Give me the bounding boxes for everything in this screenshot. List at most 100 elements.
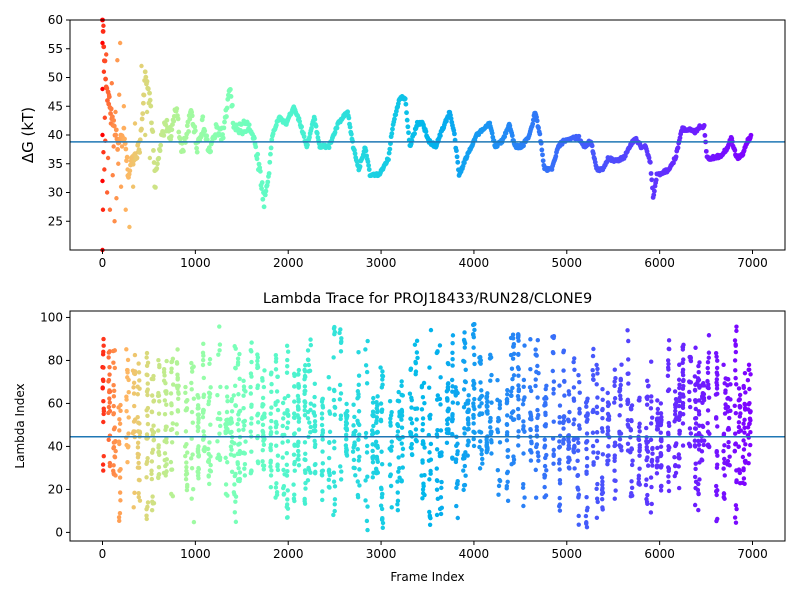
lambda-point xyxy=(319,468,325,474)
delta-g-point xyxy=(149,120,154,126)
lambda-point xyxy=(313,462,318,467)
delta-g-point xyxy=(540,152,545,158)
delta-g-point xyxy=(509,133,515,139)
lambda-point xyxy=(375,470,381,475)
lambda-point xyxy=(201,408,206,413)
delta-g-point xyxy=(141,92,147,98)
lambda-point xyxy=(557,495,562,501)
delta-g-point xyxy=(259,186,264,191)
lambda-point xyxy=(208,385,213,390)
lambda-point xyxy=(303,451,308,456)
lambda-point xyxy=(697,423,702,428)
lambda-point xyxy=(612,379,617,384)
lambda-point xyxy=(484,448,490,454)
lambda-point xyxy=(387,398,393,404)
delta-g-point xyxy=(121,104,127,109)
lambda-point xyxy=(116,439,122,444)
lambda-point xyxy=(201,375,207,381)
lambda-point xyxy=(375,394,380,399)
lambda-point xyxy=(505,498,511,504)
lambda-point xyxy=(183,429,189,434)
delta-g-point xyxy=(225,96,231,102)
lambda-point xyxy=(543,412,548,418)
lambda-point xyxy=(466,422,471,427)
lambda-point xyxy=(176,396,181,402)
lambda-point xyxy=(395,490,400,495)
lambda-point xyxy=(268,484,274,490)
lambda-point xyxy=(484,441,490,447)
lambda-point xyxy=(296,407,301,412)
lambda-point xyxy=(255,420,261,425)
lambda-point xyxy=(696,383,701,388)
lambda-point xyxy=(557,467,562,472)
lambda-point xyxy=(231,393,236,398)
lambda-point xyxy=(667,346,672,352)
delta-g-point xyxy=(206,145,212,151)
delta-g-point xyxy=(220,135,226,141)
delta-g-point xyxy=(144,78,150,84)
lambda-point xyxy=(233,519,239,525)
lambda-point xyxy=(687,354,692,360)
lambda-point xyxy=(111,360,116,365)
lambda-point xyxy=(233,403,238,408)
lambda-point xyxy=(232,441,237,446)
lambda-point xyxy=(625,401,630,407)
delta-g-point xyxy=(224,114,229,119)
lambda-point xyxy=(562,393,567,398)
lambda-point xyxy=(437,343,443,348)
delta-g-point xyxy=(266,171,272,176)
delta-g-point xyxy=(200,114,206,120)
delta-g-point xyxy=(139,63,144,69)
lambda-point xyxy=(355,479,360,484)
lambda-point xyxy=(124,408,129,414)
lambda-point xyxy=(107,463,113,469)
lambda-point xyxy=(511,417,517,422)
lambda-point xyxy=(733,349,739,355)
lambda-point xyxy=(150,494,155,499)
delta-g-point xyxy=(143,74,149,80)
lambda-point xyxy=(126,389,131,395)
lambda-point xyxy=(700,424,706,429)
lambda-point xyxy=(477,396,482,402)
lambda-point xyxy=(733,520,739,525)
lambda-point xyxy=(189,409,195,415)
lambda-point xyxy=(281,484,287,489)
lambda-point xyxy=(332,332,337,337)
lambda-point xyxy=(445,381,451,387)
lambda-point xyxy=(151,423,156,428)
lambda-point xyxy=(285,357,290,363)
lambda-point xyxy=(106,377,112,383)
delta-g-point xyxy=(305,142,310,148)
lambda-point xyxy=(533,495,539,500)
lambda-point xyxy=(515,393,521,399)
lambda-point xyxy=(504,470,510,476)
lambda-point xyxy=(217,342,223,347)
lambda-point xyxy=(380,520,386,526)
lambda-point xyxy=(280,400,286,406)
lambda-point xyxy=(484,394,489,399)
lambda-point xyxy=(439,485,444,491)
lambda-point xyxy=(229,409,235,414)
lambda-point xyxy=(421,441,426,446)
lambda-point xyxy=(450,356,455,362)
lambda-point xyxy=(677,398,682,404)
lambda-point xyxy=(680,403,686,408)
lambda-point xyxy=(736,386,742,391)
lambda-point xyxy=(450,417,455,422)
lambda-point xyxy=(485,391,490,396)
lambda-point xyxy=(319,422,325,428)
lambda-point xyxy=(654,471,660,476)
lambda-point xyxy=(511,373,517,378)
lambda-point xyxy=(575,485,580,490)
lambda-point xyxy=(196,444,201,449)
lambda-point xyxy=(742,425,747,431)
lambda-point xyxy=(748,409,753,414)
lambda-point xyxy=(666,420,672,426)
lambda-point xyxy=(156,450,161,455)
lambda-point xyxy=(636,437,642,443)
lambda-point xyxy=(414,350,420,355)
lambda-point xyxy=(338,416,343,422)
lambda-point xyxy=(479,393,485,399)
lambda-point xyxy=(522,343,527,348)
lambda-point xyxy=(231,453,237,458)
